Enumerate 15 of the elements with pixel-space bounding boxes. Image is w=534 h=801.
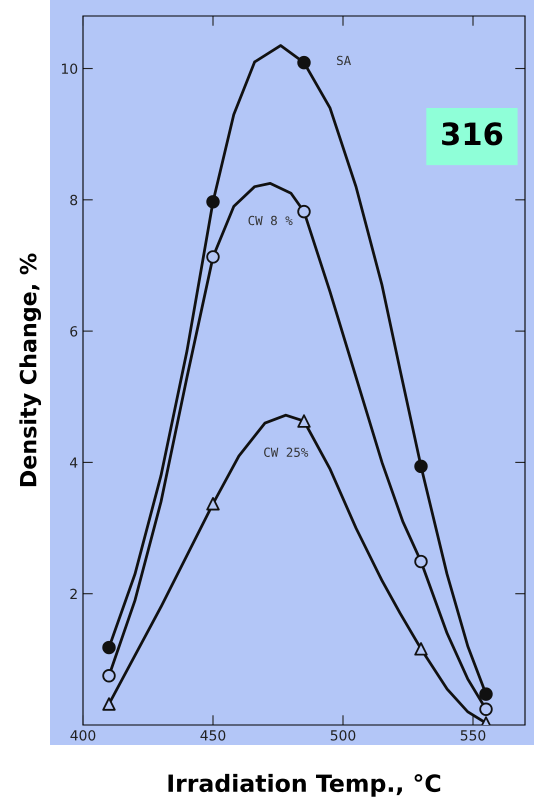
y-tick-label: 4 xyxy=(70,458,78,468)
series-label: CW 8 % xyxy=(248,216,293,226)
annotation: 316 xyxy=(442,122,502,146)
y-tick-label: 2 xyxy=(70,588,77,599)
series-label: CW 25% xyxy=(264,448,308,457)
text: SA xyxy=(337,56,351,66)
y-axis-title: Density Change, % xyxy=(19,254,42,486)
x-tick-label: 400 xyxy=(70,730,96,741)
x-tick-label: 550 xyxy=(460,730,486,741)
y-tick-label: 10 xyxy=(62,63,78,74)
x-axis-title: Irradiation Temp., °C xyxy=(168,774,440,797)
x-tick-label: 450 xyxy=(200,730,226,741)
y-tick-label: 6 xyxy=(70,326,78,337)
y-tick-label: 8 xyxy=(70,194,78,206)
x-tick-label: 500 xyxy=(330,730,356,741)
